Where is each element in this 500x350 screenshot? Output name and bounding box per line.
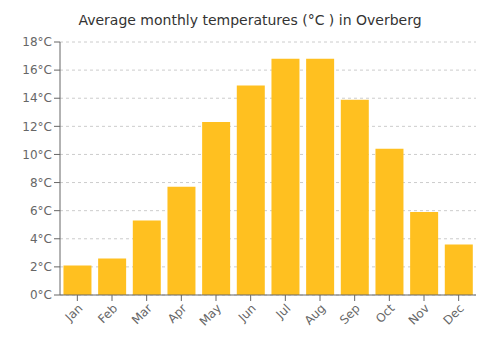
svg-text:4°C: 4°C [30,232,52,246]
svg-text:Nov: Nov [406,301,432,327]
svg-text:Jun: Jun [235,301,259,325]
svg-text:8°C: 8°C [30,176,52,190]
svg-text:16°C: 16°C [22,63,52,77]
svg-text:10°C: 10°C [22,148,52,162]
html-text:Average monthly temperatures (: Average monthly temperatures (°C ) in Ov… [78,12,422,28]
svg-text:18°C: 18°C [22,35,52,49]
svg-text:Dec: Dec [440,301,466,327]
svg-text:May: May [197,301,224,328]
svg-text:14°C: 14°C [22,91,52,105]
svg-text:Aug: Aug [302,301,328,327]
svg-text:Sep: Sep [337,301,363,327]
svg-text:Mar: Mar [129,301,155,327]
svg-text:Feb: Feb [95,301,120,326]
svg-text:Jul: Jul [273,301,294,322]
svg-text:Apr: Apr [165,301,190,326]
svg-text:2°C: 2°C [30,260,52,274]
svg-text:Oct: Oct [373,301,398,326]
svg-text:Jan: Jan [62,301,86,325]
svg-text:12°C: 12°C [22,120,52,134]
svg-text:6°C: 6°C [30,204,52,218]
svg-text:0°C: 0°C [30,288,52,302]
